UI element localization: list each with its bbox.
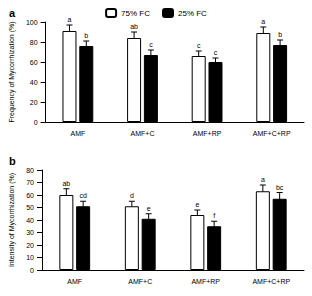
svg-text:20: 20 <box>26 242 34 249</box>
svg-text:40: 40 <box>30 79 38 86</box>
svg-text:b: b <box>278 31 282 38</box>
svg-text:c: c <box>214 49 218 56</box>
svg-text:Intensity of Mycorrhization (%: Intensity of Mycorrhization (%) <box>8 173 16 267</box>
svg-text:80: 80 <box>26 167 34 174</box>
svg-text:0: 0 <box>30 267 34 274</box>
svg-text:AMF: AMF <box>67 278 82 285</box>
svg-text:75% FC: 75% FC <box>121 9 150 18</box>
svg-text:50: 50 <box>26 204 34 211</box>
svg-text:AMF+C: AMF+C <box>131 130 155 137</box>
svg-text:AMF+C+RP: AMF+C+RP <box>253 130 291 137</box>
svg-text:cd: cd <box>79 192 87 199</box>
svg-text:c: c <box>197 42 201 49</box>
svg-text:Frequency of Mycorrhization (%: Frequency of Mycorrhization (%) <box>8 21 16 122</box>
svg-text:a: a <box>9 7 16 19</box>
svg-text:AMF+RP: AMF+RP <box>191 278 220 285</box>
svg-text:20: 20 <box>30 99 38 106</box>
svg-text:f: f <box>213 212 215 219</box>
svg-text:40: 40 <box>26 217 34 224</box>
svg-text:b: b <box>84 32 88 39</box>
svg-text:a: a <box>68 16 72 23</box>
svg-text:60: 60 <box>30 59 38 66</box>
svg-text:25% FC: 25% FC <box>178 9 207 18</box>
svg-text:30: 30 <box>26 229 34 236</box>
svg-text:e: e <box>195 201 199 208</box>
svg-text:e: e <box>147 205 151 212</box>
svg-text:60: 60 <box>26 192 34 199</box>
svg-text:d: d <box>130 192 134 199</box>
svg-text:a: a <box>261 176 265 183</box>
svg-text:ab: ab <box>62 180 70 187</box>
svg-text:100: 100 <box>26 19 38 26</box>
svg-text:ab: ab <box>130 23 138 30</box>
svg-text:bc: bc <box>276 184 284 191</box>
svg-text:b: b <box>9 155 16 167</box>
svg-text:c: c <box>149 41 153 48</box>
svg-text:AMF+RP: AMF+RP <box>193 130 222 137</box>
svg-text:AMF+C+RP: AMF+C+RP <box>252 278 290 285</box>
svg-text:10: 10 <box>26 254 34 261</box>
svg-text:80: 80 <box>30 39 38 46</box>
svg-text:0: 0 <box>34 119 38 126</box>
svg-text:AMF: AMF <box>70 130 85 137</box>
svg-text:a: a <box>261 18 265 25</box>
svg-text:70: 70 <box>26 179 34 186</box>
svg-text:AMF+C: AMF+C <box>128 278 152 285</box>
